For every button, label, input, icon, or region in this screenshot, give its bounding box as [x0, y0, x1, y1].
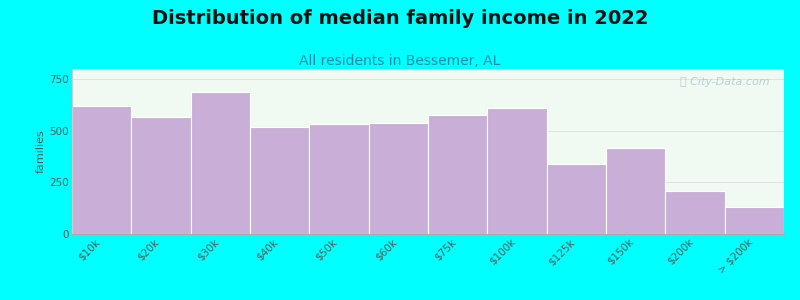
Bar: [72, 106, 131, 234]
Bar: [190, 92, 250, 234]
Bar: [546, 164, 606, 234]
Bar: [369, 123, 428, 234]
Bar: [487, 108, 546, 234]
Text: All residents in Bessemer, AL: All residents in Bessemer, AL: [299, 54, 501, 68]
Bar: [725, 207, 784, 234]
Text: ⓘ City-Data.com: ⓘ City-Data.com: [680, 77, 770, 87]
Bar: [606, 148, 666, 234]
Bar: [131, 118, 190, 234]
Bar: [310, 124, 369, 234]
Bar: [250, 127, 310, 234]
Bar: [428, 116, 487, 234]
Bar: [666, 191, 725, 234]
Y-axis label: families: families: [35, 130, 46, 173]
Text: Distribution of median family income in 2022: Distribution of median family income in …: [152, 9, 648, 28]
